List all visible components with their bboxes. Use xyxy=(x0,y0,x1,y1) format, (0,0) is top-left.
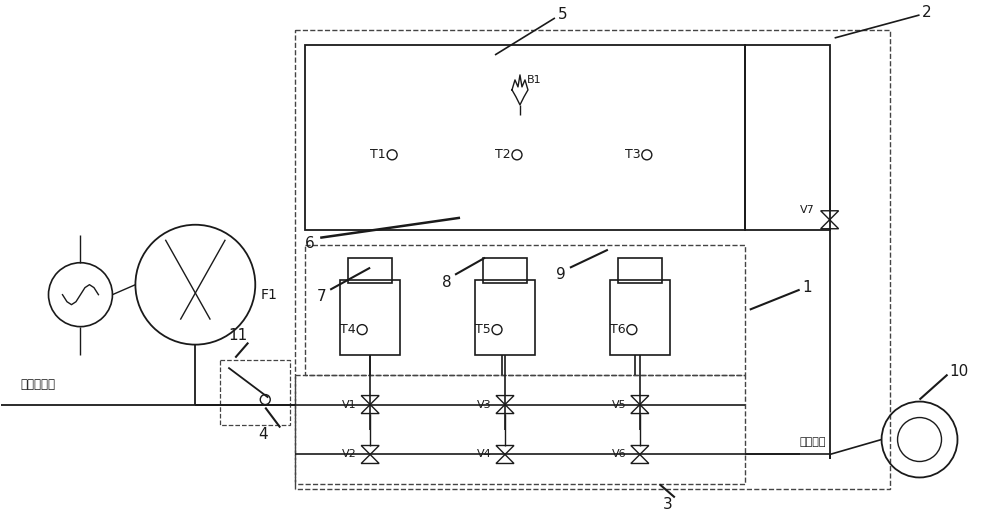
Polygon shape xyxy=(631,454,649,464)
Text: V3: V3 xyxy=(477,399,492,410)
Bar xyxy=(348,258,392,283)
Bar xyxy=(305,245,745,375)
Text: T1: T1 xyxy=(370,149,386,161)
Polygon shape xyxy=(361,396,379,405)
Polygon shape xyxy=(496,405,514,414)
Polygon shape xyxy=(631,396,649,405)
Polygon shape xyxy=(496,454,514,464)
Text: V2: V2 xyxy=(342,450,357,460)
Bar xyxy=(745,45,830,230)
Bar xyxy=(340,280,400,355)
Polygon shape xyxy=(496,396,514,405)
Text: 4: 4 xyxy=(258,427,268,442)
Bar xyxy=(220,360,290,425)
Text: V1: V1 xyxy=(342,399,357,410)
Text: 10: 10 xyxy=(950,364,969,379)
Text: F1: F1 xyxy=(260,288,277,302)
Text: 5: 5 xyxy=(558,8,568,23)
Text: B1: B1 xyxy=(527,75,542,85)
Polygon shape xyxy=(631,405,649,414)
Text: 9: 9 xyxy=(556,267,566,282)
Text: T6: T6 xyxy=(610,323,626,336)
Text: T3: T3 xyxy=(625,149,640,161)
Text: 2: 2 xyxy=(922,6,931,21)
Text: 8: 8 xyxy=(442,275,452,290)
Bar xyxy=(305,45,745,230)
Bar xyxy=(295,375,745,485)
Text: V7: V7 xyxy=(800,205,814,215)
Text: T2: T2 xyxy=(495,149,511,161)
Text: 7: 7 xyxy=(317,289,327,304)
Polygon shape xyxy=(821,220,839,229)
Text: 净化气出: 净化气出 xyxy=(800,437,826,448)
Polygon shape xyxy=(361,446,379,454)
Circle shape xyxy=(260,395,270,405)
Bar xyxy=(610,280,670,355)
Text: T4: T4 xyxy=(340,323,356,336)
Bar xyxy=(295,30,890,489)
Bar xyxy=(618,258,662,283)
Text: V4: V4 xyxy=(477,450,492,460)
Text: 原料废气进: 原料废气进 xyxy=(21,378,56,391)
Polygon shape xyxy=(496,446,514,454)
Polygon shape xyxy=(361,405,379,414)
Polygon shape xyxy=(631,446,649,454)
Bar xyxy=(475,280,535,355)
Text: 1: 1 xyxy=(803,280,812,295)
Polygon shape xyxy=(821,211,839,220)
Polygon shape xyxy=(361,454,379,464)
Bar xyxy=(483,258,527,283)
Text: 3: 3 xyxy=(663,497,673,512)
Text: V6: V6 xyxy=(612,450,627,460)
Text: T5: T5 xyxy=(475,323,491,336)
Text: 6: 6 xyxy=(305,236,315,251)
Text: V5: V5 xyxy=(612,399,627,410)
Polygon shape xyxy=(512,75,528,105)
Text: 11: 11 xyxy=(228,328,248,343)
